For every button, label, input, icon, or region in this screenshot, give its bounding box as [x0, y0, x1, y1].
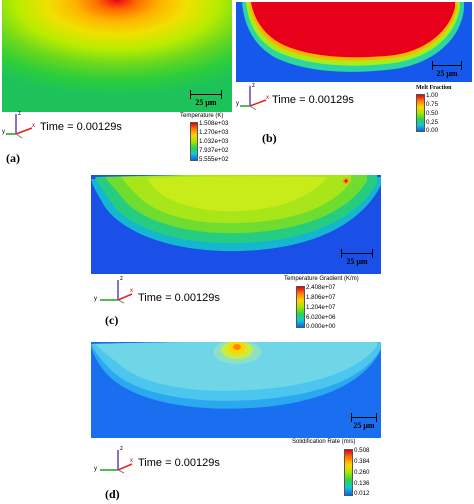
scale-bar-label: 25 μm [346, 257, 368, 266]
axis-triad-b: z x y [236, 83, 280, 112]
scale-bar: 25 μm [432, 60, 462, 80]
y-axis-letter: y [94, 296, 97, 302]
y-axis-letter: y [94, 466, 97, 472]
axis-triad-a: z x y [2, 111, 46, 140]
legend-tick: 0.508 [354, 447, 370, 454]
x-axis-letter: x [266, 95, 269, 101]
temperature-field-image [2, 0, 232, 112]
panel-label-a: (a) [6, 151, 20, 165]
legend-tick: 6.020e+06 [306, 314, 336, 321]
legend-tick: 7.937e+02 [199, 147, 229, 154]
z-axis-letter: z [120, 276, 123, 282]
legend-melt-fraction: Melt Fraction 1.00 0.75 0.50 0.25 0.00 [410, 82, 470, 134]
panel-b-melt-fraction-plot: 25 μm [236, 2, 472, 82]
legend-tick: 0.136 [354, 480, 370, 487]
legend-temperature: Temperature (K) 1.508e+03 1.270e+03 1.03… [180, 113, 238, 163]
legend-title: Melt Fraction [416, 85, 452, 91]
colorbar [190, 122, 198, 161]
scale-bar-label: 25 μm [353, 421, 375, 430]
legend-tick: 1.270e+03 [199, 129, 229, 136]
panel-label-c: (c) [105, 313, 119, 327]
melt-fraction-field-image [236, 2, 472, 82]
x-axis-letter: x [130, 458, 133, 464]
legend-tick: 1.00 [426, 92, 439, 99]
panel-c-temperature-gradient-plot: 25 μm [91, 175, 381, 274]
legend-tick: 0.012 [354, 490, 370, 497]
scale-bar: 25 μm [341, 248, 373, 268]
legend-tick: 0.25 [426, 119, 439, 126]
legend-title: Temperature Gradient (K/m) [284, 276, 359, 282]
legend-tick: 2.408e+07 [306, 284, 336, 291]
legend-temperature-gradient: Temperature Gradient (K/m) 2.408e+07 1.8… [284, 276, 384, 332]
z-axis-letter: z [252, 83, 255, 89]
legend-tick: 1.204e+07 [306, 304, 336, 311]
colorbar [344, 449, 353, 496]
scale-bar-label: 25 μm [195, 98, 217, 107]
x-axis-letter: x [130, 288, 133, 294]
axis-triad-d: z x y [92, 446, 136, 474]
legend-tick: 0.384 [354, 458, 370, 465]
scale-bar: 25 μm [351, 412, 377, 432]
legend-tick: 0.50 [426, 110, 439, 117]
legend-tick: 5.555e+02 [199, 156, 229, 163]
axis-triad-c: z x y [92, 276, 136, 304]
legend-tick: 1.032e+03 [199, 138, 229, 145]
time-readout-c: Time = 0.00129s [138, 292, 220, 304]
z-axis-letter: z [120, 446, 123, 452]
legend-tick: 1.508e+03 [199, 120, 229, 127]
time-readout-d: Time = 0.00129s [138, 457, 220, 469]
legend-title: Temperature (K) [180, 113, 224, 119]
panel-a-temperature-plot: 25 μm [2, 0, 232, 118]
time-readout-b: Time = 0.00129s [272, 94, 354, 106]
scale-bar-label: 25 μm [436, 69, 458, 78]
temperature-gradient-field-image [91, 175, 381, 274]
x-axis-letter: x [32, 123, 35, 129]
legend-tick: 0.260 [354, 469, 370, 476]
legend-tick: 1.806e+07 [306, 294, 336, 301]
panel-label-d: (d) [105, 487, 120, 501]
legend-tick: 0.75 [426, 101, 439, 108]
colorbar [296, 286, 305, 328]
scale-bar: 25 μm [190, 89, 222, 109]
z-axis-letter: z [18, 111, 21, 117]
colorbar [416, 94, 425, 132]
y-axis-letter: y [236, 101, 239, 107]
solidification-rate-field-image [91, 342, 381, 438]
legend-tick: 0.00 [426, 127, 439, 134]
legend-title: Solidification Rate (m/s) [292, 439, 356, 445]
legend-solidification-rate: Solidification Rate (m/s) 0.508 0.384 0.… [292, 439, 392, 499]
time-readout-a: Time = 0.00129s [40, 121, 122, 133]
legend-tick: 0.000e+00 [306, 323, 336, 330]
panel-d-solidification-rate-plot: 25 μm [91, 342, 381, 438]
panel-label-b: (b) [262, 131, 277, 145]
y-axis-letter: y [2, 129, 5, 135]
